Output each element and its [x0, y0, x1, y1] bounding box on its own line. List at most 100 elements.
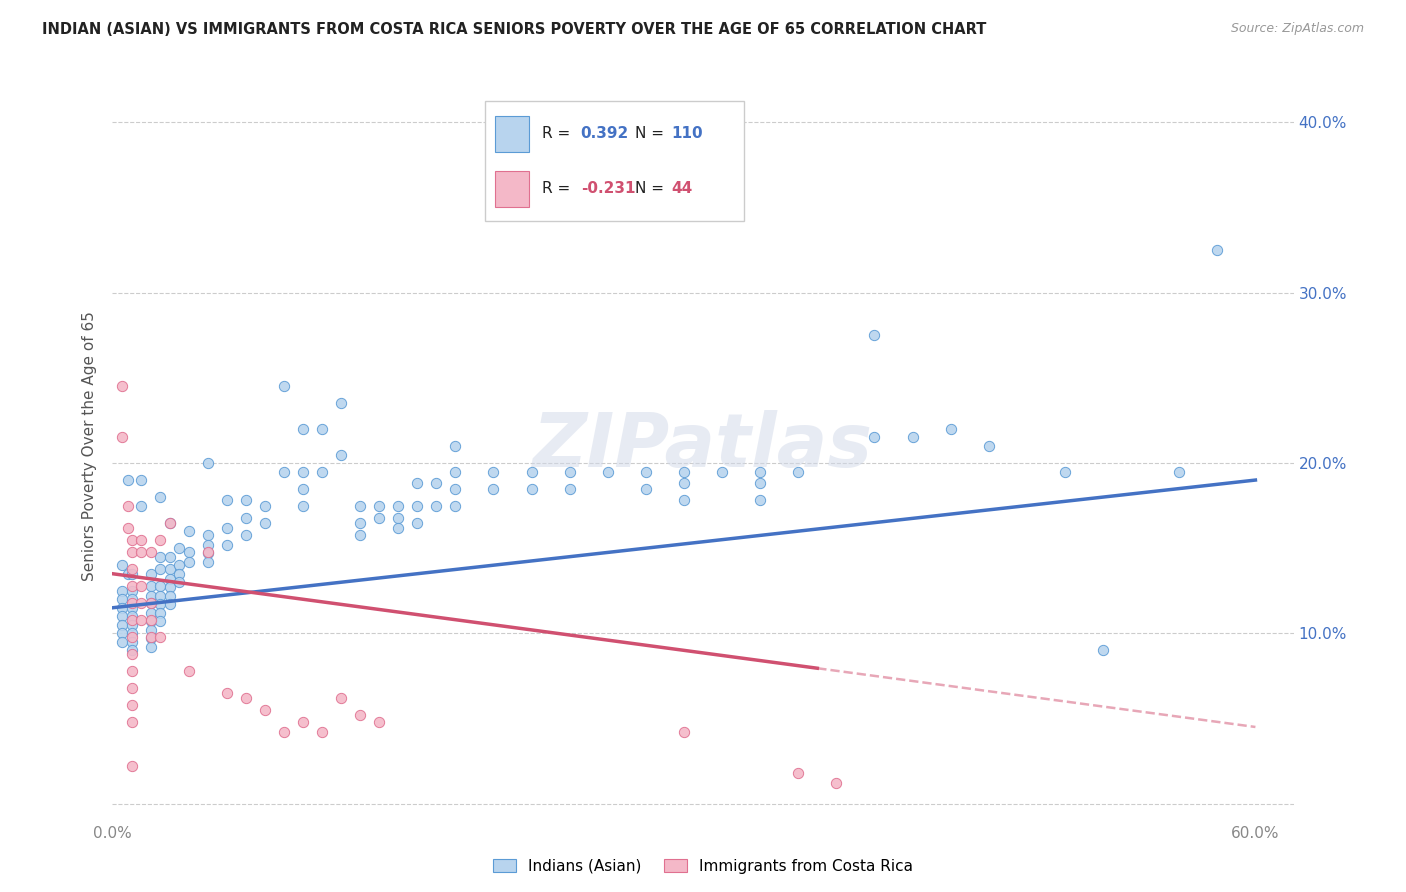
Point	[129, 499, 152, 513]
Point	[177, 664, 200, 678]
Point	[1092, 643, 1115, 657]
Point	[121, 600, 143, 615]
Point	[1206, 243, 1229, 257]
Point	[121, 609, 143, 624]
Point	[634, 465, 657, 479]
Point	[159, 516, 181, 530]
Point	[425, 476, 447, 491]
Point	[311, 725, 333, 739]
Point	[273, 465, 295, 479]
Point	[863, 430, 886, 444]
Point	[349, 708, 371, 723]
Point	[129, 579, 152, 593]
Point	[121, 533, 143, 547]
Point	[121, 647, 143, 661]
Point	[330, 448, 353, 462]
Point	[253, 703, 276, 717]
Point	[149, 606, 172, 620]
Text: Source: ZipAtlas.com: Source: ZipAtlas.com	[1230, 22, 1364, 36]
Point	[167, 566, 190, 581]
Point	[387, 510, 409, 524]
Point	[121, 613, 143, 627]
Point	[387, 521, 409, 535]
Point	[121, 626, 143, 640]
Point	[111, 592, 134, 607]
Point	[558, 465, 581, 479]
Point	[197, 555, 219, 569]
Point	[139, 596, 162, 610]
Point	[672, 725, 695, 739]
Point	[139, 579, 162, 593]
Point	[939, 422, 962, 436]
Point	[159, 580, 181, 594]
Point	[159, 549, 181, 564]
Point	[139, 613, 162, 627]
Point	[111, 600, 134, 615]
Point	[291, 422, 314, 436]
Point	[368, 499, 391, 513]
Point	[139, 615, 162, 629]
Point	[330, 691, 353, 706]
Point	[111, 635, 134, 649]
Point	[139, 632, 162, 646]
Point	[482, 465, 505, 479]
Point	[711, 465, 734, 479]
Point	[121, 579, 143, 593]
Point	[111, 558, 134, 573]
Point	[149, 630, 172, 644]
Point	[177, 524, 200, 538]
Point	[672, 476, 695, 491]
Point	[520, 482, 543, 496]
Point	[121, 698, 143, 712]
Point	[129, 613, 152, 627]
Point	[215, 538, 238, 552]
Point	[215, 493, 238, 508]
Point	[139, 640, 162, 654]
Point	[121, 561, 143, 575]
Text: INDIAN (ASIAN) VS IMMIGRANTS FROM COSTA RICA SENIORS POVERTY OVER THE AGE OF 65 : INDIAN (ASIAN) VS IMMIGRANTS FROM COSTA …	[42, 22, 987, 37]
Point	[235, 510, 257, 524]
Point	[167, 558, 190, 573]
Point	[149, 533, 172, 547]
Point	[425, 499, 447, 513]
Point	[167, 575, 190, 590]
Point	[121, 714, 143, 729]
Point	[139, 623, 162, 637]
Point	[129, 544, 152, 558]
Point	[482, 482, 505, 496]
Point	[139, 596, 162, 610]
Point	[863, 328, 886, 343]
Point	[121, 643, 143, 657]
Point	[117, 566, 139, 581]
Point	[749, 465, 772, 479]
Point	[111, 617, 134, 632]
Point	[672, 493, 695, 508]
Point	[749, 493, 772, 508]
Point	[139, 589, 162, 603]
Point	[111, 583, 134, 598]
Point	[111, 430, 134, 444]
Point	[273, 725, 295, 739]
Point	[121, 617, 143, 632]
Point	[139, 544, 162, 558]
Point	[117, 473, 139, 487]
Point	[349, 516, 371, 530]
Point	[520, 465, 543, 479]
Point	[349, 527, 371, 541]
Point	[121, 566, 143, 581]
Point	[444, 482, 467, 496]
Point	[121, 583, 143, 598]
Point	[139, 606, 162, 620]
Point	[235, 527, 257, 541]
Point	[129, 533, 152, 547]
Point	[273, 379, 295, 393]
Y-axis label: Seniors Poverty Over the Age of 65: Seniors Poverty Over the Age of 65	[82, 311, 97, 581]
Point	[149, 589, 172, 603]
Point	[121, 759, 143, 773]
Point	[111, 626, 134, 640]
Point	[121, 592, 143, 607]
Point	[634, 482, 657, 496]
Point	[253, 499, 276, 513]
Point	[825, 776, 848, 790]
Point	[444, 499, 467, 513]
